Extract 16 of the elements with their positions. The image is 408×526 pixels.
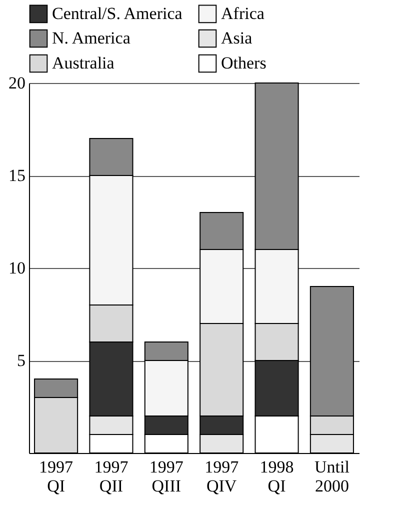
x-tick-label: 1997 QI xyxy=(39,458,74,496)
legend-label: N. America xyxy=(52,28,131,48)
y-tick-label: 15 xyxy=(8,166,26,185)
legend-label: Asia xyxy=(221,28,253,48)
legend-label: Others xyxy=(221,54,266,72)
y-tick-label: 20 xyxy=(8,74,26,92)
x-tick-label: Until 2000 xyxy=(314,458,350,496)
x-tick-label: 1997 QIII xyxy=(149,458,184,496)
y-tick-label: 10 xyxy=(8,258,26,278)
x-tick-label: 1997 QII xyxy=(94,458,129,496)
y-tick-label: 5 xyxy=(17,351,26,370)
legend-label: Central/S. America xyxy=(52,4,183,23)
legend-label: Australia xyxy=(52,54,115,72)
x-tick-label: 1998 QI xyxy=(260,458,294,496)
legend-label: Africa xyxy=(221,4,265,23)
x-tick-label: 1997 QIV xyxy=(204,458,240,496)
